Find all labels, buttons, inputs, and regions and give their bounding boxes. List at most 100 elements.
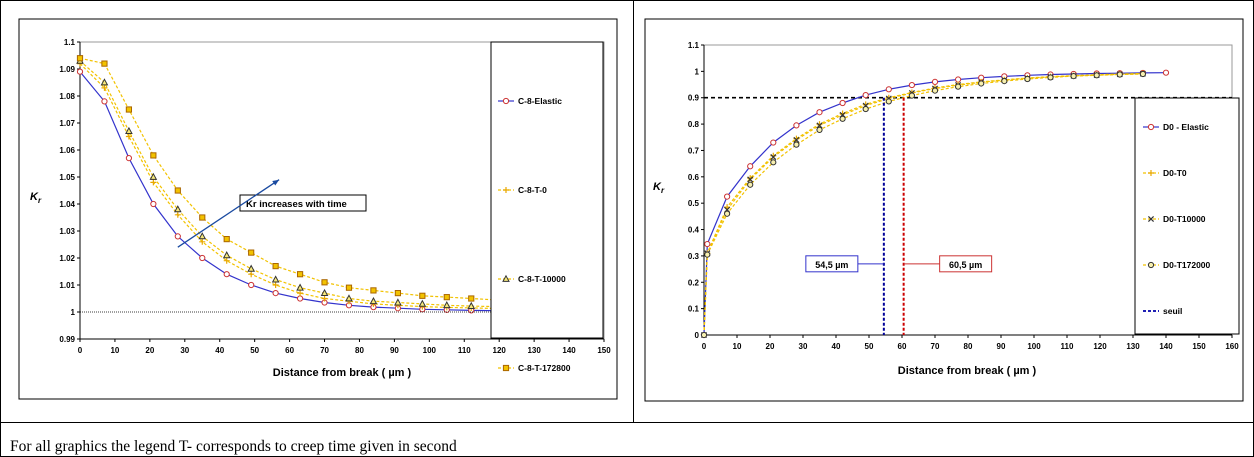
data-point	[747, 181, 754, 188]
annotation-arrowhead	[272, 179, 280, 186]
x-tick-label: 40	[215, 346, 224, 355]
legend-marker	[502, 364, 510, 372]
annotation-arrow	[177, 179, 280, 248]
data-point	[296, 295, 304, 302]
data-point	[862, 91, 869, 99]
data-point	[150, 152, 157, 159]
data-point	[816, 126, 823, 133]
y-tick-label: 1.06	[59, 146, 75, 155]
callout-box	[805, 255, 859, 273]
x-tick-label: 40	[832, 342, 841, 351]
footnote-text: For all graphics the legend T- correspon…	[10, 438, 457, 455]
data-point	[704, 251, 711, 258]
x-axis-title: Distance from break ( µm )	[898, 365, 1037, 377]
x-tick-label: 20	[145, 346, 154, 355]
legend-label: D0-T172000	[1163, 260, 1211, 270]
data-point	[321, 295, 328, 302]
data-point	[199, 238, 206, 245]
data-point	[1162, 69, 1170, 76]
y-tick-label: 0.3	[688, 252, 700, 261]
data-point	[345, 294, 353, 302]
data-point	[700, 331, 708, 339]
data-point	[272, 263, 279, 270]
data-point	[76, 68, 84, 75]
legend-marker	[1147, 261, 1155, 269]
data-point	[839, 99, 846, 107]
x-tick-label: 160	[1225, 342, 1239, 351]
data-point	[862, 105, 869, 113]
data-point	[125, 133, 132, 140]
data-point	[885, 86, 892, 93]
data-point	[467, 301, 476, 309]
y-tick-label: 0.6	[688, 173, 700, 182]
x-tick-label: 0	[702, 342, 707, 351]
data-point	[1139, 70, 1146, 78]
legend-label: seuil	[1163, 306, 1182, 316]
data-point	[793, 122, 800, 129]
data-point	[101, 98, 108, 105]
data-point	[174, 233, 181, 240]
y-tick-label: 0.7	[688, 146, 700, 155]
legend-label: D0-T10000	[1163, 214, 1206, 224]
data-point	[345, 284, 353, 291]
legend-marker	[502, 97, 510, 105]
y-tick-label: 0.1	[688, 305, 700, 314]
y-tick-label: 1.07	[59, 119, 75, 128]
data-point	[442, 300, 451, 309]
data-point	[296, 283, 304, 291]
data-point	[908, 81, 915, 89]
data-point	[173, 205, 182, 213]
y-tick-label: 0.8	[688, 120, 700, 129]
x-tick-label: 10	[110, 346, 119, 355]
data-point	[125, 106, 133, 113]
data-point	[76, 55, 84, 62]
data-point	[125, 155, 133, 162]
data-point	[885, 98, 892, 105]
y-tick-label: 1	[71, 308, 76, 317]
data-point	[793, 136, 800, 143]
y-tick-label: 1.08	[59, 92, 75, 101]
x-tick-label: 30	[799, 342, 808, 351]
data-point	[150, 179, 157, 186]
y-tick-label: 0	[695, 331, 700, 340]
x-tick-label: 50	[250, 346, 259, 355]
data-point	[931, 78, 939, 86]
legend-marker	[1147, 215, 1155, 223]
data-point	[394, 298, 402, 306]
data-point	[770, 159, 777, 166]
data-point	[297, 290, 304, 297]
data-point	[370, 287, 377, 294]
data-point	[174, 211, 181, 218]
legend-label: C-8-T-0	[518, 185, 547, 195]
data-point	[704, 240, 711, 248]
data-point	[198, 232, 207, 240]
x-tick-label: 140	[1159, 342, 1173, 351]
data-point	[247, 264, 256, 272]
data-point	[955, 83, 962, 90]
data-point	[248, 249, 255, 256]
data-point	[724, 193, 731, 200]
y-tick-label: 1.1	[688, 41, 700, 50]
x-tick-label: 50	[865, 342, 874, 351]
x-tick-label: 90	[390, 346, 399, 355]
data-point	[223, 257, 230, 264]
x-tick-label: 20	[766, 342, 775, 351]
x-tick-label: 80	[964, 342, 973, 351]
data-point	[174, 187, 181, 194]
data-point	[816, 122, 823, 129]
y-tick-label: 0.99	[59, 335, 75, 344]
x-tick-label: 110	[1061, 342, 1074, 351]
y-tick-label: 1	[695, 67, 700, 76]
data-point	[248, 271, 255, 278]
data-point	[770, 154, 777, 161]
x-tick-label: 70	[320, 346, 329, 355]
data-point	[248, 281, 255, 289]
data-point	[1001, 78, 1008, 85]
y-tick-label: 1.01	[59, 281, 75, 290]
x-tick-label: 110	[458, 346, 471, 355]
legend-label: C-8-Elastic	[518, 96, 562, 106]
data-point	[150, 200, 157, 208]
data-point	[1070, 73, 1077, 80]
data-point	[199, 214, 206, 221]
annotation-box	[239, 194, 367, 212]
